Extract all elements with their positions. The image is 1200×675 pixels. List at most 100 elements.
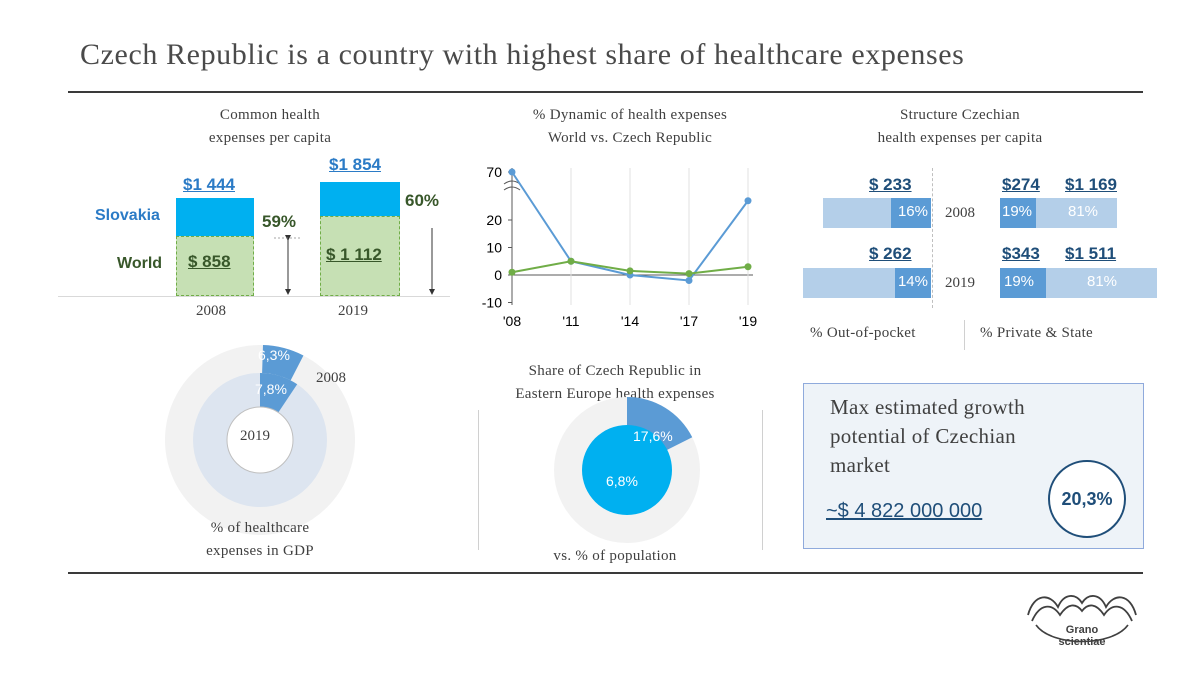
series-point-0: [685, 277, 693, 284]
legend-divider: [964, 320, 965, 350]
slovakia-value-2019: $1 854: [329, 155, 381, 174]
ps-bar-2019: 19% 81%: [1000, 268, 1157, 298]
slovakia-value-2008: $1 444: [183, 175, 235, 194]
gdp-caption-line2: expenses in GDP: [206, 543, 314, 559]
state-pct-2019: 81%: [1087, 273, 1118, 290]
per-capita-caption-line1: Common health: [219, 107, 321, 123]
state-pct-2008: 81%: [1068, 203, 1099, 220]
axis-break-lower: [503, 186, 521, 191]
title-divider: [68, 91, 1143, 93]
oop-pct-2008: 16%: [897, 203, 928, 220]
ee-caption-bottom: vs. % of population: [553, 548, 677, 564]
gdp-caption-line1: % of healthcare: [210, 520, 310, 536]
structure-center-line: [932, 168, 933, 308]
ee-inner-value: 6,8%: [606, 473, 638, 489]
gdp-outer-value: 6,3%: [258, 347, 290, 363]
series-point-0: [508, 168, 516, 176]
structure-caption-line2: health expenses per capita: [877, 130, 1043, 146]
private-pct-2008: 19%: [1002, 203, 1033, 220]
y-tick-label: -10: [482, 295, 502, 311]
slovakia-label: Slovakia: [95, 207, 160, 224]
per-capita-caption: Common health expenses per capita: [170, 104, 370, 150]
grano-scientiae-logo: Grano scientiae: [1027, 595, 1137, 648]
gdp-inner-slice: [260, 373, 298, 413]
state-value-2008: $1 169: [1065, 175, 1117, 194]
logo-line2: scientiae: [1058, 636, 1105, 648]
dynamic-line-chart: 70 20 10 0 -10'08 '11 '14 '17 '19: [482, 164, 758, 329]
ee-divider-right: [762, 410, 763, 550]
world-bar-2019: [320, 216, 400, 296]
y-tick-label: 10: [486, 240, 502, 256]
per-capita-year-2019: 2019: [338, 303, 368, 319]
slovakia-bar-2008: [176, 198, 254, 236]
structure-caption-line1: Structure Czechian: [900, 107, 1020, 123]
world-value-2008: $ 858: [188, 252, 231, 271]
y-tick-label: 70: [486, 164, 502, 180]
structure-year-2019: 2019: [945, 275, 975, 291]
oop-pct-bar-2019: [895, 268, 931, 298]
gdp-outer-slice: [262, 345, 304, 381]
world-label: World: [117, 255, 163, 272]
growth-line3: market: [830, 453, 891, 477]
world-bar-2008: [176, 236, 254, 296]
per-capita-axis: [58, 296, 450, 297]
gdp-outer-year: 2008: [316, 370, 346, 386]
structure-year-2008: 2008: [945, 205, 975, 221]
ps-bar-2008: 19% 81%: [1000, 198, 1117, 228]
growth-line2: potential of Czechian: [830, 424, 1016, 448]
x-tick-label: '11: [562, 313, 579, 329]
share-arrows: [274, 228, 435, 295]
world-share-2008: 59%: [262, 212, 297, 231]
state-value-2019: $1 511: [1065, 244, 1117, 263]
dynamic-caption-line1: % Dynamic of health expenses: [532, 107, 728, 123]
structure-caption: Structure Czechian health expenses per c…: [830, 104, 1090, 150]
y-tick-label: 0: [494, 267, 502, 283]
series-point-1: [626, 267, 634, 275]
growth-text: Max estimated growth potential of Czechi…: [830, 393, 1025, 480]
private-pct-bar-2019: [1000, 268, 1046, 298]
legend-private-state: % Private & State: [980, 325, 1093, 341]
dynamic-caption: % Dynamic of health expenses World vs. C…: [470, 104, 790, 150]
bottom-divider: [68, 572, 1143, 574]
oop-value-2008: $ 233: [869, 175, 912, 194]
x-tick-label: '19: [739, 313, 757, 329]
private-pct-bar-2008: [1000, 198, 1036, 228]
gdp-inner-value: 7,8%: [255, 381, 287, 397]
oop-pct-bar-2008: [891, 198, 931, 228]
x-tick-label: '17: [680, 313, 698, 329]
ee-caption-line2: Eastern Europe health expenses: [515, 386, 715, 402]
gdp-caption: % of healthcare expenses in GDP: [160, 517, 360, 563]
gdp-center: [226, 406, 294, 474]
growth-line1: Max estimated growth: [830, 395, 1025, 419]
logo-line1: Grano: [1066, 624, 1099, 636]
private-pct-2019: 19%: [1004, 273, 1035, 290]
growth-percent: 20,3%: [1061, 488, 1113, 509]
ee-caption: Share of Czech Republic in Eastern Europ…: [460, 360, 770, 406]
ee-inner-disc: [582, 425, 672, 515]
x-tick-label: '14: [621, 313, 639, 329]
per-capita-caption-line2: expenses per capita: [208, 130, 332, 146]
x-tick-label: '08: [503, 313, 521, 329]
growth-percent-circle: 20,3%: [1048, 460, 1126, 538]
private-value-2019: $343: [1002, 244, 1040, 263]
gdp-inner-year: 2019: [240, 428, 270, 444]
gdp-donut-chart: [165, 345, 355, 535]
y-tick-label: 20: [486, 212, 502, 228]
ee-divider-left: [478, 410, 479, 550]
series-point-0: [744, 197, 752, 205]
series-point-1: [685, 270, 693, 278]
dynamic-caption-line2: World vs. Czech Republic: [547, 130, 713, 146]
oop-bar-2008: 16%: [823, 198, 931, 228]
ee-donut-chart: [554, 397, 700, 543]
ee-caption-line1: Share of Czech Republic in: [528, 363, 702, 379]
series-point-1: [508, 268, 516, 276]
growth-amount: ~$ 4 822 000 000: [826, 500, 983, 522]
page-title: Czech Republic is a country with highest…: [80, 38, 965, 71]
oop-bar-2019: 14%: [803, 268, 931, 298]
series-point-1: [744, 263, 752, 271]
oop-value-2019: $ 262: [869, 244, 912, 263]
ee-outer-value: 17,6%: [633, 428, 673, 444]
private-value-2008: $274: [1002, 175, 1040, 194]
world-value-2019: $ 1 112: [326, 245, 382, 264]
series-point-1: [567, 257, 575, 265]
